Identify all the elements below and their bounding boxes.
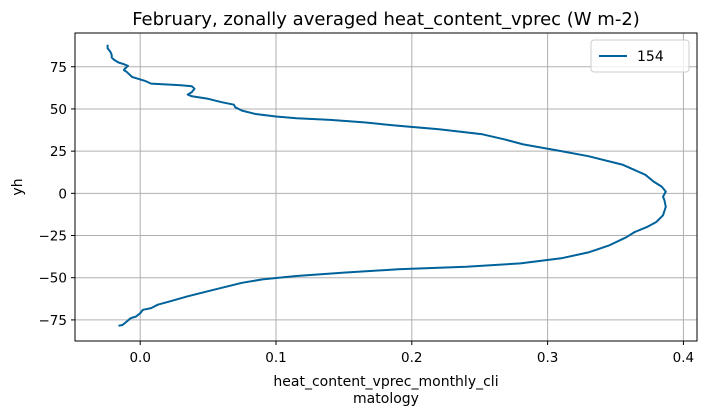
- series-line: [106, 44, 667, 327]
- y-tick-label: 0: [58, 186, 67, 202]
- y-tick-label: 50: [50, 102, 67, 118]
- legend-box: [590, 39, 690, 73]
- grid-layer: [75, 33, 697, 341]
- y-axis-label: yh: [10, 178, 26, 195]
- x-tick-label: 0.3: [537, 350, 558, 366]
- chart-title: February, zonally averaged heat_content_…: [132, 9, 640, 30]
- legend-label: 154: [637, 49, 664, 65]
- x-tick-label: 0.1: [265, 350, 286, 366]
- tick-layer: 0.0 0.1 0.2 0.3 0.4 −75 −50 −25 0 25 50 75: [39, 60, 695, 366]
- x-axis-label-line1: heat_content_vprec_monthly_cli: [273, 374, 498, 390]
- y-tick-label: 25: [50, 144, 67, 160]
- y-tick-label: 75: [50, 60, 67, 76]
- plot-frame: [74, 32, 698, 342]
- x-axis-label-line2: matology: [353, 391, 419, 407]
- y-tick-label: −75: [39, 313, 68, 329]
- x-tick-label: 0.4: [673, 350, 694, 366]
- x-tick-label: 0.2: [401, 350, 422, 366]
- legend: 154: [590, 39, 690, 73]
- x-tick-label: 0.0: [129, 350, 150, 366]
- y-tick-label: −50: [39, 271, 68, 287]
- y-tick-label: −25: [39, 229, 68, 245]
